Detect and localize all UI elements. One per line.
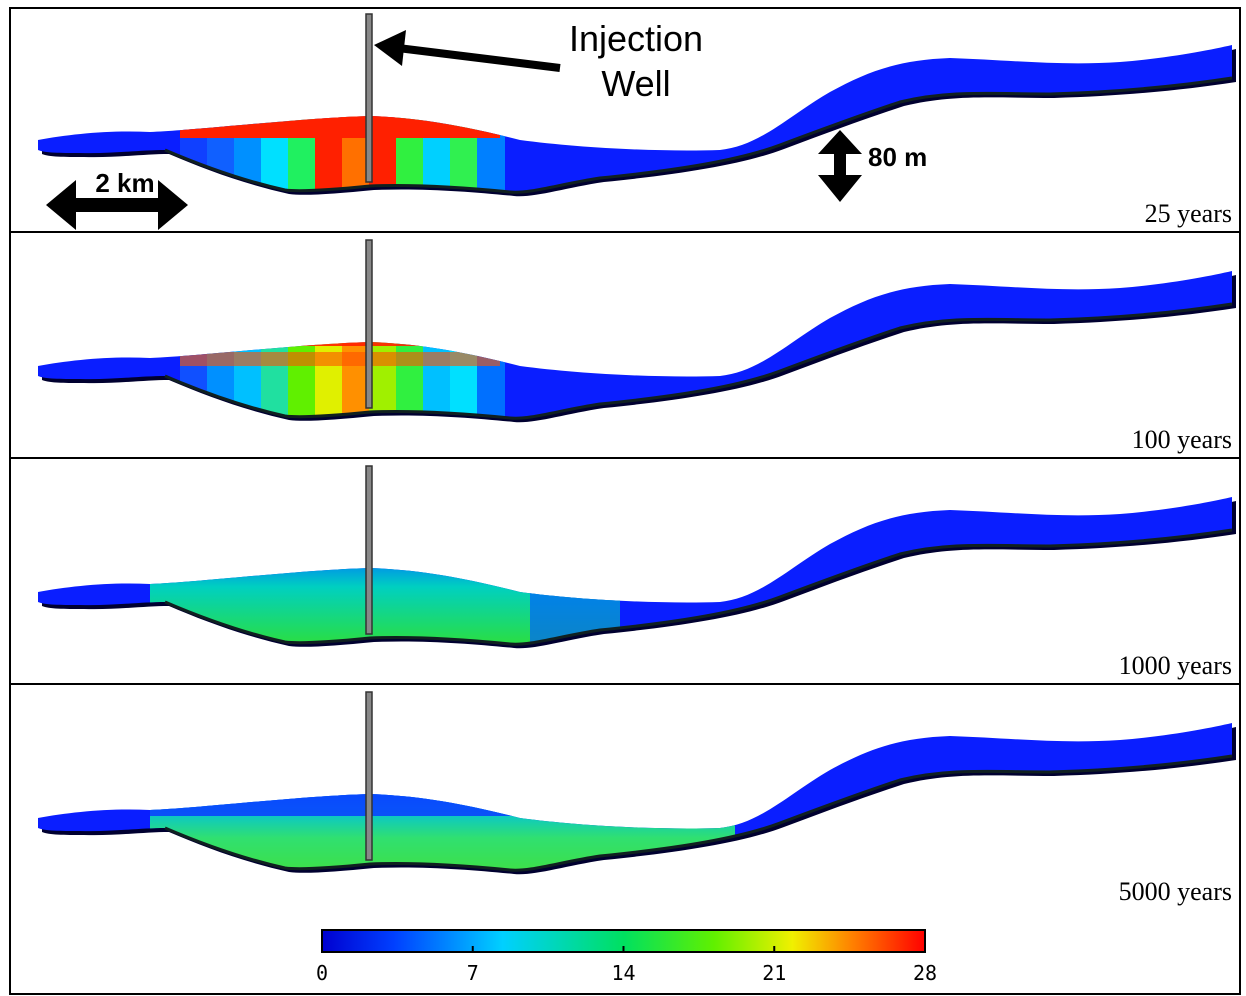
colorbar-tick-label: 7 <box>467 961 479 985</box>
time-label: 100 years <box>1132 425 1232 454</box>
injection-well <box>365 13 373 183</box>
plume-cell <box>207 100 235 193</box>
scale-arrow <box>818 130 862 202</box>
plume-cell <box>477 326 505 419</box>
time-label: 25 years <box>1145 199 1232 228</box>
injection-well <box>365 465 373 635</box>
plume <box>180 90 505 193</box>
panel: 1000 years <box>38 465 1236 680</box>
plume-cell <box>450 100 478 193</box>
plume-cell <box>288 326 316 419</box>
time-label: 5000 years <box>1119 877 1232 906</box>
plume-cell <box>315 326 343 419</box>
frame <box>9 7 1241 995</box>
plume-cell <box>315 100 343 193</box>
colorbar-tick-label: 28 <box>913 961 937 985</box>
plume-cell <box>207 326 235 419</box>
time-label: 1000 years <box>1119 651 1232 680</box>
plume <box>150 778 735 871</box>
reservoir-base <box>164 76 1233 194</box>
reservoir-base <box>164 528 1233 646</box>
colorbar-tick-label: 0 <box>316 961 328 985</box>
well-label: Injection <box>569 18 703 59</box>
plume <box>180 316 505 419</box>
reservoir-base <box>164 302 1233 420</box>
plume-cell <box>450 326 478 419</box>
colorbar-tick-label: 14 <box>611 961 635 985</box>
well-label: Well <box>601 63 670 104</box>
injection-well <box>365 239 373 409</box>
plume-cap <box>180 316 500 346</box>
colorbar-tick-label: 21 <box>762 961 786 985</box>
plume-cell <box>180 326 208 419</box>
scale-label: 2 km <box>95 168 154 198</box>
reservoir-base <box>164 754 1233 872</box>
scale-label: 80 m <box>868 142 927 172</box>
plume-region <box>150 778 735 871</box>
scale-arrow <box>46 180 188 230</box>
panel: 5000 years <box>38 691 1236 906</box>
plume-cell <box>180 100 208 193</box>
plume-cell <box>477 100 505 193</box>
plume-top <box>150 778 735 816</box>
well-arrow <box>397 44 561 72</box>
plume-cell <box>288 100 316 193</box>
panel: 100 years <box>38 239 1236 454</box>
injection-well <box>365 691 373 861</box>
plume-fade <box>180 352 500 366</box>
well-arrow-head <box>374 30 406 66</box>
